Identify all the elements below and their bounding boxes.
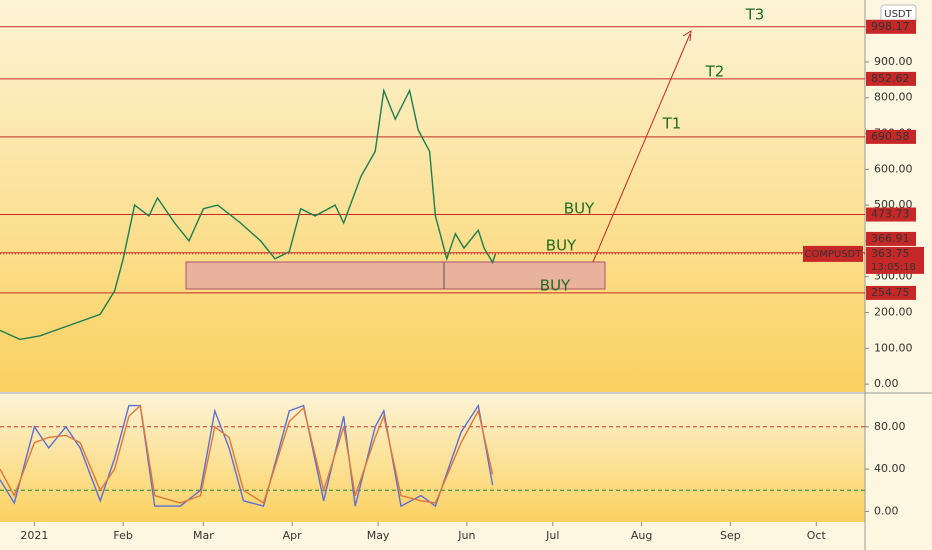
annotation: T2 xyxy=(705,63,725,81)
level-tag xyxy=(866,129,916,144)
y-tick-label: 800.00 xyxy=(874,91,913,104)
price-axis xyxy=(865,0,932,550)
annotation: BUY xyxy=(540,277,571,295)
symbol-tag xyxy=(803,245,863,262)
x-tick-label: Aug xyxy=(631,529,652,542)
main-panel xyxy=(0,0,865,392)
y-tick-label: 100.00 xyxy=(874,341,913,354)
target-arrow xyxy=(592,33,691,263)
series-line xyxy=(0,404,494,505)
x-tick-label: Jul xyxy=(545,529,559,542)
x-tick-label: May xyxy=(367,529,390,542)
y-tick-label: 40.00 xyxy=(874,462,906,475)
level-tag xyxy=(866,207,916,222)
last-price: 363.75 xyxy=(871,247,910,260)
oscillator-panel xyxy=(0,394,865,522)
series-line xyxy=(0,403,494,508)
level-tag xyxy=(866,231,916,246)
level-label: 366.91 xyxy=(871,232,910,245)
x-tick-label: Feb xyxy=(113,529,132,542)
y-tick-label: 80.00 xyxy=(874,420,906,433)
level-tag xyxy=(866,285,916,300)
countdown: 13:05:18 xyxy=(871,262,916,273)
symbol: COMPUSDT xyxy=(805,249,863,260)
x-tick-label: Sep xyxy=(720,529,741,542)
arrow-head xyxy=(682,30,692,42)
support-zone xyxy=(185,261,606,290)
time-axis xyxy=(0,522,865,550)
x-tick-label: Jun xyxy=(457,529,475,542)
y-tick-label: 600.00 xyxy=(874,162,913,175)
level-label: 852.62 xyxy=(871,72,910,85)
x-tick-label: Mar xyxy=(193,529,214,542)
level-label: 473.73 xyxy=(871,208,910,221)
annotation: T3 xyxy=(745,6,765,24)
x-tick-label: Apr xyxy=(283,529,303,542)
currency: USDT xyxy=(884,9,912,20)
price-tag xyxy=(866,246,924,274)
annotation: BUY xyxy=(564,200,595,218)
x-tick-label: 2021 xyxy=(20,529,48,542)
level-label: 690.58 xyxy=(871,130,910,143)
y-tick-label: 900.00 xyxy=(874,55,913,68)
level-label: 998.17 xyxy=(871,20,910,33)
series-line xyxy=(0,87,497,341)
y-tick-label: 0.00 xyxy=(874,377,899,390)
annotation: BUY xyxy=(546,237,577,255)
level-tag xyxy=(866,19,916,34)
level-label: 254.75 xyxy=(871,286,910,299)
y-tick-label: 200.00 xyxy=(874,306,913,319)
x-tick-label: Oct xyxy=(807,529,827,542)
level-tag xyxy=(866,71,916,86)
y-tick-label: 0.00 xyxy=(874,504,899,517)
annotation: T1 xyxy=(662,115,682,133)
